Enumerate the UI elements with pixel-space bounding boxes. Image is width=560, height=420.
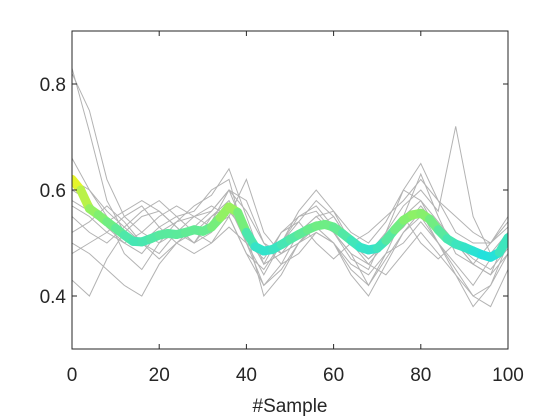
x-tick-label: 60 <box>323 365 344 386</box>
y-axis-ticks: 0.4 0.6 0.8 <box>40 75 508 308</box>
x-tick-label: 0 <box>67 365 78 386</box>
background-series-line-6 <box>72 205 508 308</box>
x-axis-ticks: 0 20 40 60 80 100 <box>67 31 524 386</box>
y-tick-label: 0.6 <box>40 181 66 202</box>
x-axis-label: #Sample <box>253 396 328 417</box>
x-tick-label: 40 <box>236 365 257 386</box>
x-tick-label: 100 <box>492 365 524 386</box>
background-series-line-11 <box>72 178 508 266</box>
background-series-line-4 <box>72 126 508 255</box>
x-tick-label: 20 <box>149 365 170 386</box>
highlight-series-segment <box>494 233 508 257</box>
y-tick-label: 0.8 <box>40 75 66 96</box>
plot-area <box>72 67 508 308</box>
background-series-line-9 <box>72 178 508 287</box>
x-tick-label: 80 <box>410 365 431 386</box>
highlight-series-group <box>72 174 508 262</box>
y-tick-label: 0.4 <box>40 287 67 308</box>
